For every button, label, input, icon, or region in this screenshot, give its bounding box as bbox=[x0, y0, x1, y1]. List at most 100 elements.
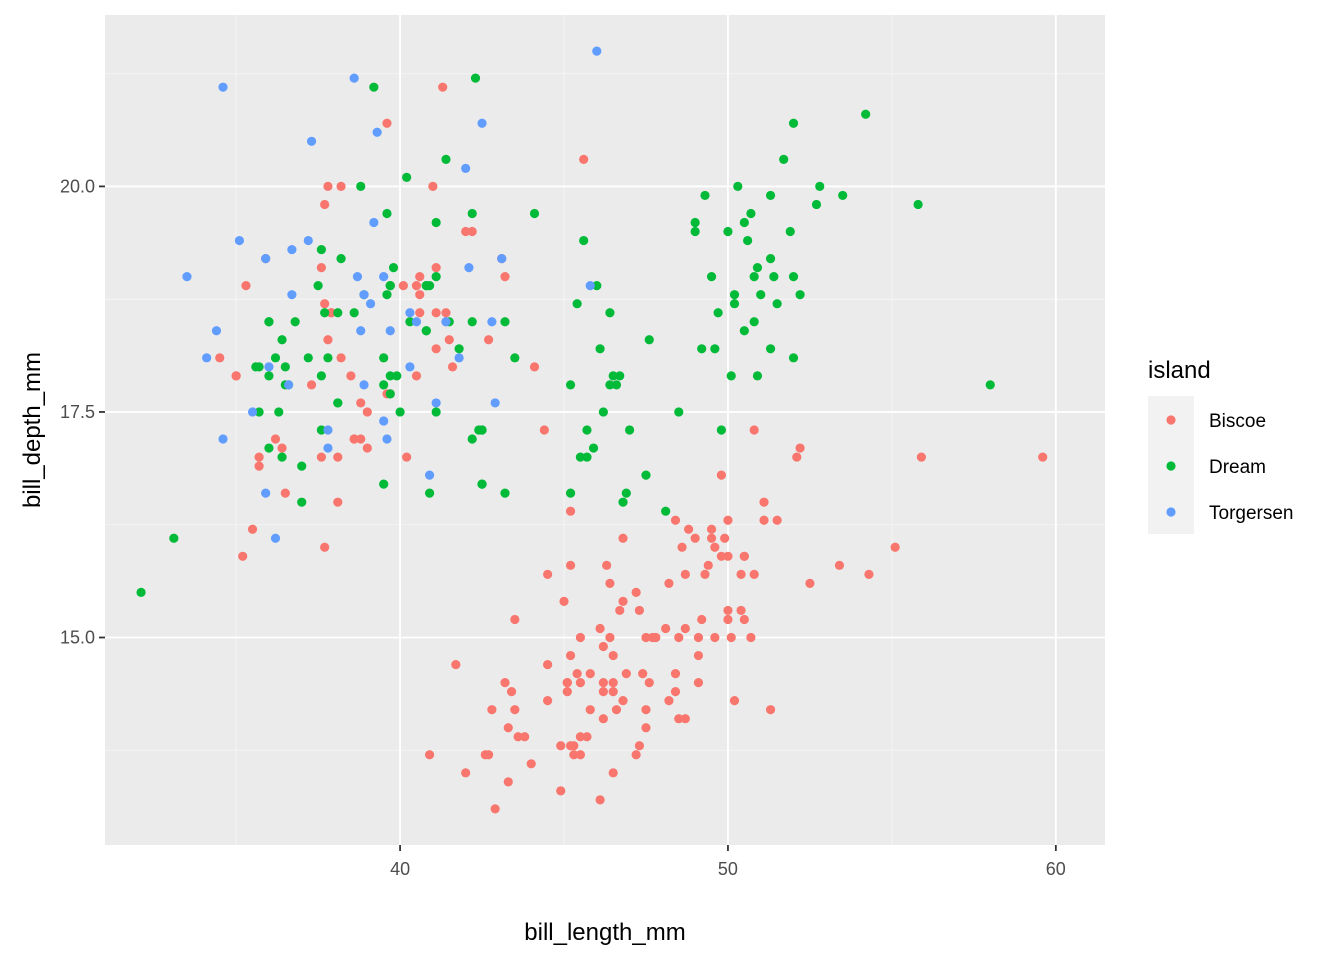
point-torgersen bbox=[202, 353, 212, 363]
point-biscoe bbox=[690, 533, 700, 543]
point-biscoe bbox=[608, 678, 618, 688]
point-biscoe bbox=[565, 560, 576, 570]
point-dream bbox=[467, 208, 477, 219]
point-dream bbox=[985, 380, 995, 390]
point-dream bbox=[765, 190, 776, 201]
point-biscoe bbox=[723, 605, 733, 616]
point-biscoe bbox=[333, 452, 343, 462]
point-biscoe bbox=[680, 569, 690, 579]
point-biscoe bbox=[306, 380, 317, 390]
point-dream bbox=[277, 452, 287, 462]
point-dream bbox=[477, 479, 487, 489]
point-biscoe bbox=[664, 578, 674, 588]
point-torgersen bbox=[264, 362, 274, 372]
point-biscoe bbox=[461, 768, 471, 778]
point-biscoe bbox=[759, 515, 769, 525]
point-dream bbox=[621, 488, 631, 498]
point-biscoe bbox=[510, 705, 520, 715]
point-torgersen bbox=[306, 136, 317, 146]
point-dream bbox=[274, 407, 284, 417]
point-biscoe bbox=[618, 533, 628, 543]
point-biscoe bbox=[356, 398, 366, 408]
point-biscoe bbox=[611, 705, 622, 715]
point-biscoe bbox=[1038, 452, 1048, 462]
point-biscoe bbox=[326, 308, 336, 318]
point-torgersen bbox=[287, 244, 297, 255]
point-dream bbox=[316, 371, 326, 381]
point-biscoe bbox=[618, 696, 628, 706]
point-dream bbox=[565, 488, 576, 498]
point-dream bbox=[303, 353, 313, 363]
point-biscoe bbox=[254, 452, 264, 462]
point-dream bbox=[779, 154, 789, 164]
point-dream bbox=[336, 253, 346, 264]
point-biscoe bbox=[736, 569, 746, 579]
point-biscoe bbox=[487, 705, 497, 715]
point-biscoe bbox=[792, 452, 802, 462]
point-biscoe bbox=[500, 678, 510, 688]
point-dream bbox=[280, 362, 290, 372]
point-dream bbox=[733, 181, 743, 192]
point-dream bbox=[608, 371, 618, 381]
point-biscoe bbox=[559, 596, 569, 607]
point-torgersen bbox=[247, 407, 258, 417]
point-biscoe bbox=[336, 353, 346, 363]
point-dream bbox=[529, 208, 540, 219]
point-biscoe bbox=[706, 524, 717, 534]
point-dream bbox=[424, 488, 435, 498]
point-biscoe bbox=[490, 804, 500, 814]
point-biscoe bbox=[431, 308, 441, 318]
point-biscoe bbox=[238, 551, 248, 561]
point-biscoe bbox=[585, 668, 595, 679]
point-dream bbox=[765, 344, 776, 354]
point-biscoe bbox=[231, 371, 241, 381]
point-biscoe bbox=[598, 687, 608, 697]
point-biscoe bbox=[484, 750, 494, 760]
point-biscoe bbox=[336, 181, 346, 192]
point-dream bbox=[615, 371, 625, 381]
point-biscoe bbox=[710, 542, 720, 552]
point-torgersen bbox=[211, 326, 222, 336]
point-biscoe bbox=[615, 605, 625, 616]
point-dream bbox=[729, 290, 740, 300]
y-tick-label: 15.0 bbox=[60, 628, 95, 648]
point-dream bbox=[431, 217, 441, 228]
point-dream bbox=[264, 443, 274, 453]
point-biscoe bbox=[765, 705, 776, 715]
point-torgersen bbox=[405, 362, 415, 372]
point-torgersen bbox=[270, 533, 281, 543]
point-biscoe bbox=[556, 786, 566, 796]
point-dream bbox=[743, 235, 753, 246]
point-torgersen bbox=[369, 217, 379, 228]
point-torgersen bbox=[490, 398, 500, 408]
point-dream bbox=[729, 299, 740, 309]
point-biscoe bbox=[402, 452, 412, 462]
point-biscoe bbox=[644, 678, 654, 688]
point-biscoe bbox=[215, 353, 225, 363]
point-torgersen bbox=[323, 425, 333, 435]
point-biscoe bbox=[670, 668, 681, 679]
point-dream bbox=[575, 452, 586, 462]
point-dream bbox=[382, 208, 392, 219]
point-torgersen bbox=[218, 434, 228, 444]
point-dream bbox=[382, 290, 392, 300]
point-dream bbox=[746, 208, 756, 219]
point-dream bbox=[690, 226, 700, 237]
point-biscoe bbox=[510, 614, 520, 625]
point-torgersen bbox=[424, 470, 435, 480]
point-dream bbox=[749, 317, 759, 327]
point-biscoe bbox=[280, 488, 290, 498]
point-dream bbox=[136, 587, 146, 597]
point-dream bbox=[588, 443, 599, 453]
point-biscoe bbox=[664, 696, 674, 706]
y-axis-title: bill_depth_mm bbox=[19, 352, 46, 508]
point-biscoe bbox=[506, 687, 517, 697]
point-dream bbox=[641, 470, 651, 480]
point-biscoe bbox=[411, 281, 422, 291]
point-biscoe bbox=[716, 470, 726, 480]
point-torgersen bbox=[182, 272, 192, 282]
legend-label-torgersen: Torgersen bbox=[1209, 503, 1294, 524]
point-biscoe bbox=[661, 623, 671, 634]
point-biscoe bbox=[500, 272, 510, 282]
point-biscoe bbox=[729, 696, 740, 706]
